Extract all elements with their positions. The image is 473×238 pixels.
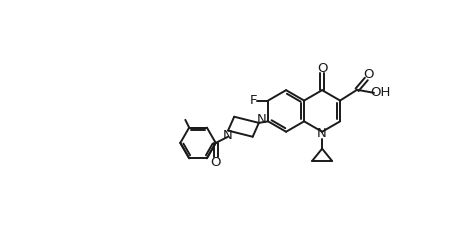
Text: N: N (256, 113, 266, 125)
Text: O: O (363, 68, 374, 81)
Text: N: N (317, 127, 327, 140)
Text: O: O (317, 62, 327, 75)
Text: F: F (250, 94, 257, 107)
Text: N: N (222, 129, 232, 142)
Text: OH: OH (371, 86, 391, 99)
Text: O: O (210, 156, 221, 169)
